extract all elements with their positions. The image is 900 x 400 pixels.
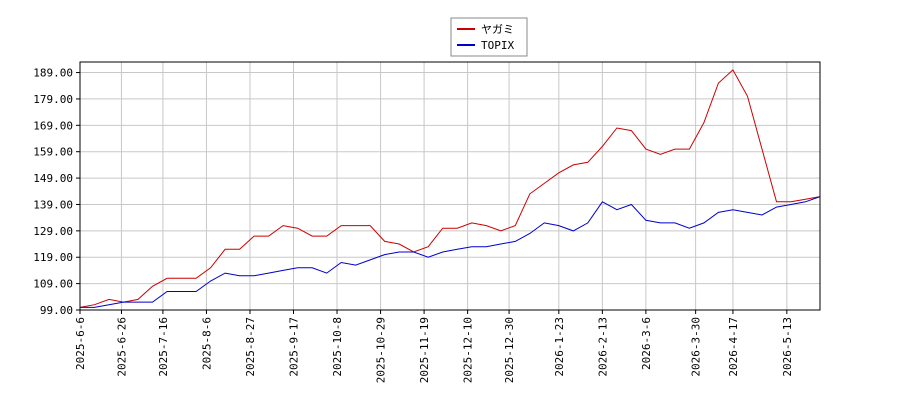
y-tick-label: 139.00	[33, 198, 73, 211]
x-tick-label: 2025-6-26	[115, 317, 128, 377]
y-tick-label: 159.00	[33, 146, 73, 159]
legend-box	[450, 17, 528, 57]
x-tick-label: 2025-9-17	[288, 317, 301, 377]
series-line	[79, 69, 821, 308]
y-tick-label: 169.00	[33, 119, 73, 132]
x-tick-label: 2026-5-13	[781, 317, 794, 377]
x-tick-label: 2025-11-19	[418, 317, 431, 383]
y-tick-label: 189.00	[33, 67, 73, 80]
y-tick-label: 109.00	[33, 278, 73, 291]
x-tick-label: 2025-8-6	[200, 317, 213, 370]
y-tick-label: 149.00	[33, 172, 73, 185]
x-tick-label: 2025-12-10	[462, 317, 475, 383]
legend-label: ヤガミ	[481, 23, 514, 36]
x-tick-label: 2025-12-30	[503, 317, 516, 383]
x-tick-label: 2025-10-29	[375, 317, 388, 383]
legend-label: TOPIX	[481, 39, 514, 52]
x-tick-label: 2026-3-6	[640, 317, 653, 370]
x-tick-label: 2025-7-16	[157, 317, 170, 377]
series-line	[80, 196, 821, 308]
plot-frame	[79, 61, 821, 311]
x-tick-label: 2026-4-17	[727, 317, 740, 377]
y-tick-label: 129.00	[33, 225, 73, 238]
x-tick-label: 2025-8-27	[244, 317, 257, 377]
x-tick-label: 2025-10-8	[331, 317, 344, 377]
y-tick-label: 119.00	[33, 251, 73, 264]
legend: ヤガミ TOPIX	[450, 17, 528, 57]
x-tick-label: 2026-2-13	[596, 317, 609, 377]
x-tick-label: 2025-6-6	[74, 317, 87, 370]
y-tick-label: 99.00	[40, 304, 73, 317]
y-tick-label: 179.00	[33, 93, 73, 106]
x-tick-label: 2026-1-23	[553, 317, 566, 377]
x-tick-label: 2026-3-30	[690, 317, 703, 377]
